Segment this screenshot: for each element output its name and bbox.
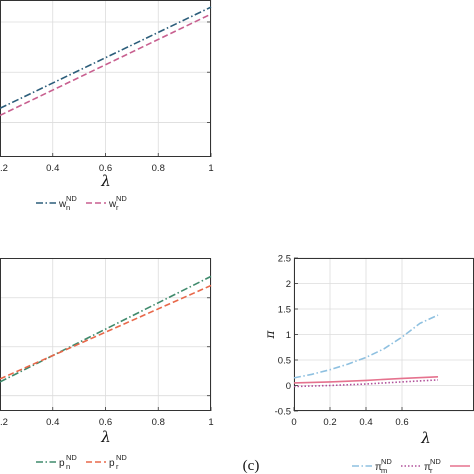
legend-label-superscript: ND [116,453,127,462]
x-tick-label: 0.2 [323,417,336,428]
x-tick-label: 0.6 [99,163,112,174]
x-axis-label: λ [100,172,111,190]
series-line-plain-2 [293,376,439,384]
legend-label: π [424,462,431,473]
y-tick-label: 2 [286,279,291,290]
y-tick-label: 1.5 [278,305,291,316]
legend-label: w [58,199,67,210]
legend-label-superscript: ND [66,453,77,462]
legend-label-superscript: ND [381,457,392,466]
series-line-n [0,6,212,110]
series-line-n [0,275,212,383]
legend-label: p [59,458,65,469]
x-tick-label: 0.4 [46,163,59,174]
x-tick-label: 1 [208,163,213,174]
x-tick-label: 0.8 [152,163,165,174]
legend-label-superscript: ND [66,194,77,203]
legend-label-subscript: r [430,466,433,474]
x-tick-label: 0.6 [99,417,112,428]
x-tick-label: .2 [0,163,8,174]
y-axis-label: π [263,329,277,339]
series-line-m [293,314,439,379]
legend-label-superscript: ND [116,194,127,203]
y-tick-label: 1 [286,330,291,341]
legend-label: p [109,458,115,469]
legend-label-subscript: r [116,203,119,212]
y-tick-label: 0.5 [278,356,291,367]
x-tick-label: 0.4 [359,417,372,428]
legend-label-superscript: ND [430,457,441,466]
x-tick-label: 0.4 [46,417,59,428]
x-tick-label: 0 [291,417,296,428]
x-tick-label: 1 [208,417,213,428]
x-tick-label: .2 [0,417,8,428]
x-axis-label: λ [100,428,111,446]
legend-label: π [375,462,382,473]
legend-label-subscript: n [66,462,70,471]
series-line-r [0,13,212,117]
legend-label-subscript: n [66,203,70,212]
series-line-r [293,379,439,388]
y-tick-label: -0.5 [275,407,291,418]
panel-label-c: (c) [243,458,260,474]
y-tick-label: 2.5 [278,254,291,265]
x-axis-label: λ [420,429,431,447]
legend-label: w [108,199,117,210]
series-line-r [0,284,212,380]
legend-label-subscript: m [381,466,387,474]
x-tick-label: 0.6 [395,417,408,428]
y-tick-label: 0 [286,381,291,392]
legend-label-subscript: r [116,462,119,471]
x-tick-label: 0.8 [152,417,165,428]
